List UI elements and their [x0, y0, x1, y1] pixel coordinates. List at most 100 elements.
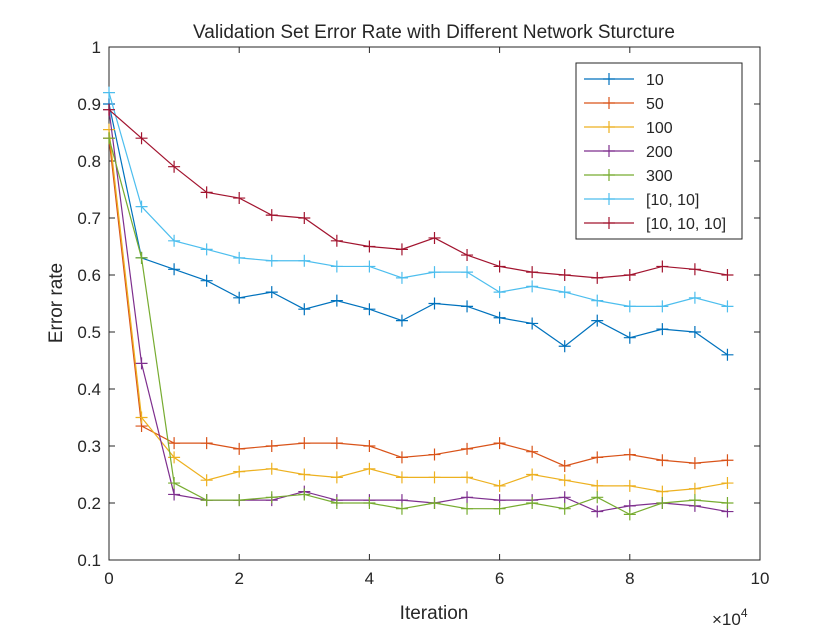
legend-label: 50 [646, 96, 664, 113]
data-point-marker [526, 497, 539, 509]
data-point-marker [168, 437, 181, 450]
data-point-marker [265, 491, 278, 504]
x-tick-label: 10 [751, 569, 770, 588]
x-axis-exponent: ×104 [712, 606, 748, 629]
data-point-marker [461, 266, 474, 279]
data-point-marker [558, 269, 571, 281]
legend-label: 100 [646, 120, 673, 137]
data-point-marker [135, 357, 148, 370]
data-point-marker [395, 451, 408, 464]
data-point-marker [461, 300, 474, 313]
data-point-marker [428, 471, 441, 484]
data-point-marker [623, 479, 636, 492]
axis-ticks: 0 2 4 6 8 10 0.1 0.2 0.3 0.4 0.5 0.6 0.7 0.8 0.9 1 [77, 38, 769, 588]
legend-marker [603, 121, 615, 133]
data-point-marker [330, 497, 343, 509]
legend-marker [603, 193, 615, 205]
data-point-marker [395, 502, 408, 515]
data-point-marker [656, 323, 669, 336]
data-point-marker [591, 294, 604, 307]
data-point-marker [493, 311, 506, 324]
data-point-marker [135, 200, 148, 213]
y-tick-label: 1 [92, 38, 101, 57]
data-point-marker [688, 482, 701, 495]
data-point-marker [656, 454, 669, 467]
y-tick-label: 0.8 [77, 152, 101, 171]
data-point-marker [558, 459, 571, 472]
data-point-marker [330, 471, 343, 484]
legend-label: 300 [646, 168, 673, 185]
data-point-marker [233, 442, 246, 455]
data-point-marker [526, 468, 539, 481]
x-axis-exponent-power: 4 [741, 606, 748, 620]
data-point-marker [233, 251, 246, 264]
x-axis-label: Iteration [400, 603, 469, 624]
data-point-marker [200, 243, 213, 256]
y-tick-label: 0.5 [77, 323, 101, 342]
legend-marker [603, 217, 615, 229]
legend-marker [603, 73, 615, 85]
data-point-marker [526, 280, 539, 293]
data-point-marker [591, 451, 604, 464]
data-point-marker [168, 234, 181, 247]
data-point-marker [233, 192, 246, 205]
data-point-marker [493, 479, 506, 492]
y-tick-label: 0.3 [77, 437, 101, 456]
data-point-marker [493, 502, 506, 515]
data-point-marker [135, 251, 148, 264]
data-point-marker [623, 331, 636, 344]
data-point-marker [233, 291, 246, 304]
data-point-marker [298, 254, 311, 267]
data-point-marker [656, 497, 669, 509]
data-point-marker [168, 160, 181, 173]
data-point-marker [200, 474, 213, 487]
data-point-marker [233, 494, 246, 507]
data-point-marker [200, 274, 213, 287]
legend-marker [603, 169, 615, 181]
data-point-marker [721, 454, 734, 467]
data-point-marker [656, 260, 669, 273]
data-point-marker [298, 468, 311, 481]
data-point-marker [103, 103, 115, 116]
data-point-marker [721, 477, 734, 490]
data-point-marker [298, 303, 311, 316]
y-axis-label: Error rate [46, 263, 67, 343]
y-tick-label: 0.4 [77, 380, 101, 399]
x-tick-label: 8 [625, 569, 634, 588]
data-point-marker [363, 240, 376, 253]
data-point-marker [493, 286, 506, 299]
data-point-marker [200, 186, 213, 199]
series-line [108, 103, 728, 356]
data-point-marker [168, 263, 181, 276]
data-point-marker [558, 491, 571, 504]
y-tick-label: 0.6 [77, 266, 101, 285]
data-point-marker [265, 286, 278, 299]
data-point-marker [265, 254, 278, 267]
data-point-marker [688, 457, 701, 470]
data-point-marker [721, 300, 734, 313]
data-point-marker [461, 491, 474, 504]
data-point-marker [688, 326, 701, 338]
data-point-marker [330, 234, 343, 247]
x-tick-label: 2 [234, 569, 243, 588]
data-point-marker [688, 494, 701, 507]
data-point-marker [721, 348, 734, 361]
data-point-marker [461, 249, 474, 262]
data-point-marker [428, 231, 441, 244]
data-point-marker [591, 314, 604, 327]
data-point-marker [558, 286, 571, 299]
data-point-marker [461, 471, 474, 484]
data-point-marker [721, 269, 734, 281]
series-layer [103, 86, 734, 521]
data-point-marker [233, 465, 246, 478]
legend-marker [603, 145, 615, 157]
data-point-marker [493, 437, 506, 450]
data-point-marker [363, 440, 376, 452]
legend-marker [603, 97, 615, 109]
data-point-marker [363, 497, 376, 509]
y-tick-label: 0.9 [77, 95, 101, 114]
data-point-marker [623, 300, 636, 313]
data-point-marker [330, 437, 343, 450]
legend-label: [10, 10, 10] [646, 216, 726, 233]
